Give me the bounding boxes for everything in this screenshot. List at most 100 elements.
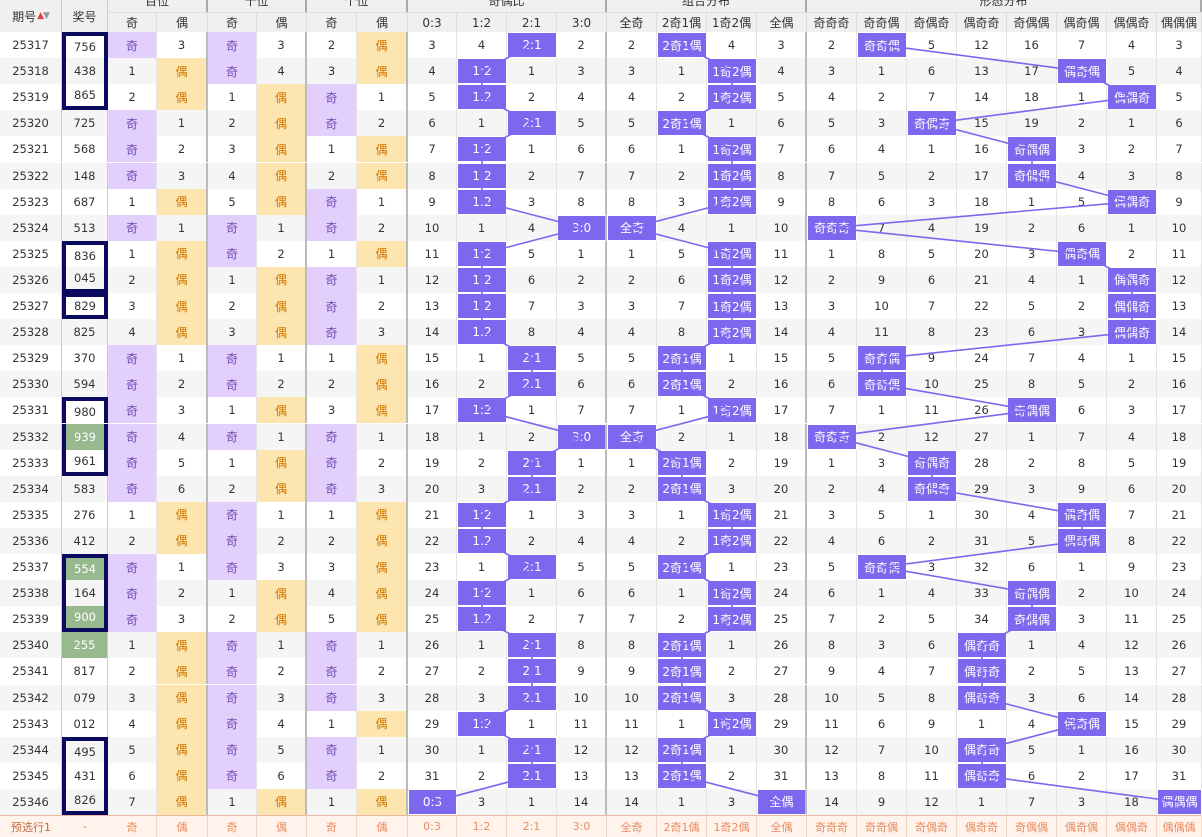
- trend-cell: 1: [457, 214, 507, 241]
- trend-cell: 奇奇奇: [807, 214, 857, 241]
- preselect-option[interactable]: 奇: [108, 815, 157, 837]
- trend-cell: 奇: [208, 345, 257, 372]
- preselect-option[interactable]: 奇偶奇: [907, 815, 957, 837]
- preselect-option[interactable]: 奇: [307, 815, 357, 837]
- trend-cell: 2: [257, 658, 307, 685]
- prize-cell: 900: [62, 606, 108, 633]
- trend-cell: 奇: [108, 606, 157, 633]
- preselect-option[interactable]: 奇奇偶: [857, 815, 907, 837]
- preselect-option[interactable]: 偶: [157, 815, 208, 837]
- trend-cell: 21: [408, 501, 457, 528]
- sort-arrow-icon[interactable]: ▲▼: [37, 11, 50, 21]
- trend-cell: 11: [607, 710, 657, 737]
- trend-cell: 16: [1107, 736, 1157, 763]
- trend-cell: 5: [857, 162, 907, 189]
- header-issue[interactable]: 期号 ▲▼: [0, 0, 62, 32]
- issue-cell: 25327: [0, 293, 62, 320]
- trend-cell: 22: [957, 293, 1007, 320]
- trend-cell: 2: [707, 449, 757, 476]
- issue-cell: 25340: [0, 632, 62, 659]
- trend-cell: 1: [208, 580, 257, 607]
- trend-cell: 6: [907, 266, 957, 293]
- trend-cell: 21: [757, 501, 807, 528]
- preselect-option[interactable]: 0:3: [408, 815, 457, 837]
- trend-cell: 11: [757, 240, 807, 267]
- preselect-option[interactable]: 偶奇奇: [957, 815, 1007, 837]
- header-sub-9: 3:0: [557, 12, 607, 32]
- trend-cell: 20: [757, 475, 807, 502]
- trend-cell: 1: [208, 266, 257, 293]
- trend-cell: 1: [157, 110, 208, 137]
- trend-cell: 奇: [108, 475, 157, 502]
- trend-cell: 3: [807, 58, 857, 85]
- trend-cell: 偶: [157, 188, 208, 215]
- trend-cell: 1: [957, 710, 1007, 737]
- prize-cell: 276: [62, 501, 108, 528]
- trend-cell: 1: [208, 449, 257, 476]
- trend-cell: 2: [307, 162, 357, 189]
- trend-cell: 3: [607, 293, 657, 320]
- trend-cell: 6: [1107, 475, 1157, 502]
- preselect-option[interactable]: 3:0: [557, 815, 607, 837]
- preselect-option[interactable]: 奇偶偶: [1007, 815, 1057, 837]
- trend-cell: 1: [357, 736, 408, 763]
- preselect-option[interactable]: 全偶: [757, 815, 807, 837]
- trend-cell: 15: [1157, 345, 1202, 372]
- header-sub-0: 奇: [108, 12, 157, 32]
- trend-cell: 3: [457, 684, 507, 711]
- preselect-option[interactable]: 偶偶奇: [1107, 815, 1157, 837]
- trend-cell: 4: [857, 475, 907, 502]
- trend-cell: 7: [907, 658, 957, 685]
- trend-cell: 6: [257, 762, 307, 789]
- trend-cell: 2: [907, 162, 957, 189]
- header-sub-2: 奇: [208, 12, 257, 32]
- preselect-option[interactable]: 1:2: [457, 815, 507, 837]
- trend-cell: 7: [1157, 136, 1202, 163]
- header-group-0: 百位: [108, 0, 208, 12]
- trend-cell: 1: [707, 554, 757, 581]
- trend-cell: 1: [1107, 110, 1157, 137]
- trend-cell: 偶: [157, 710, 208, 737]
- trend-cell: 13: [1107, 658, 1157, 685]
- preselect-option[interactable]: 2:1: [507, 815, 557, 837]
- trend-cell: 11: [1157, 240, 1202, 267]
- trend-cell: 1: [607, 449, 657, 476]
- trend-cell: 14: [957, 84, 1007, 111]
- trend-cell: 19: [408, 449, 457, 476]
- trend-cell: 2: [857, 606, 907, 633]
- trend-cell: 23: [1157, 554, 1202, 581]
- trend-cell: 8: [1057, 449, 1107, 476]
- preselect-prize: -: [62, 815, 108, 837]
- trend-cell: 4: [807, 527, 857, 554]
- trend-cell: 30: [757, 736, 807, 763]
- trend-cell: 6: [557, 580, 607, 607]
- prize-cell: 980: [62, 397, 108, 424]
- preselect-option[interactable]: 1奇2偶: [707, 815, 757, 837]
- preselect-option[interactable]: 偶奇偶: [1057, 815, 1107, 837]
- trend-cell: 奇: [307, 110, 357, 137]
- trend-cell: 12: [757, 266, 807, 293]
- trend-cell: 8: [1007, 371, 1057, 398]
- trend-cell: 9: [857, 788, 907, 815]
- trend-cell: 偶: [357, 345, 408, 372]
- trend-cell: 偶: [357, 371, 408, 398]
- trend-cell: 奇: [307, 684, 357, 711]
- preselect-option[interactable]: 偶: [357, 815, 408, 837]
- preselect-option[interactable]: 偶偶偶: [1157, 815, 1202, 837]
- trend-cell: 4: [1157, 58, 1202, 85]
- trend-cell: 11: [408, 240, 457, 267]
- preselect-option[interactable]: 奇: [208, 815, 257, 837]
- trend-cell: 7: [507, 293, 557, 320]
- preselect-option[interactable]: 2奇1偶: [657, 815, 707, 837]
- preselect-option[interactable]: 偶: [257, 815, 307, 837]
- trend-cell: 5: [1007, 736, 1057, 763]
- trend-cell: 4: [557, 84, 607, 111]
- preselect-option[interactable]: 奇奇奇: [807, 815, 857, 837]
- trend-cell: 偶: [357, 710, 408, 737]
- trend-cell: 5: [607, 345, 657, 372]
- trend-cell: 1: [257, 501, 307, 528]
- trend-cell: 14: [557, 788, 607, 815]
- preselect-option[interactable]: 全奇: [607, 815, 657, 837]
- trend-cell: 6: [408, 110, 457, 137]
- trend-cell: 8: [607, 632, 657, 659]
